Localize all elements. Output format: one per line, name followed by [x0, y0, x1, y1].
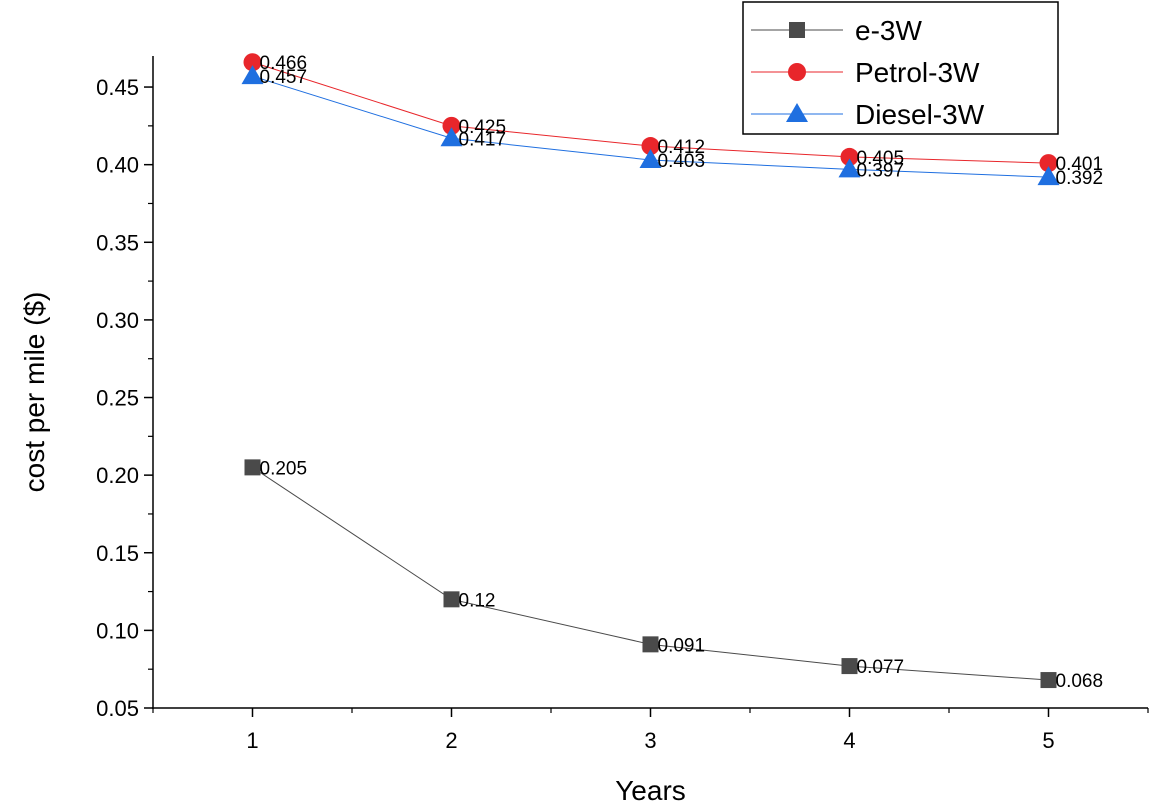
- data-label: 0.457: [260, 67, 308, 88]
- data-point: [443, 591, 460, 608]
- y-tick-label: 0.45: [96, 75, 139, 100]
- legend-label: e-3W: [855, 15, 922, 46]
- y-tick-label: 0.40: [96, 153, 139, 178]
- data-label: 0.068: [1056, 671, 1104, 692]
- legend-label: Diesel-3W: [855, 99, 985, 130]
- legend-marker: [788, 63, 806, 81]
- data-point: [442, 116, 461, 135]
- legend: e-3W Petrol-3W Diesel-3W: [742, 1, 1059, 135]
- data-label: 0.12: [459, 590, 496, 611]
- legend-marker: [789, 22, 805, 38]
- data-point: [244, 459, 261, 476]
- series-layer: [241, 53, 1060, 689]
- y-tick-label: 0.15: [96, 541, 139, 566]
- y-tick-label: 0.25: [96, 386, 139, 411]
- data-point: [639, 149, 662, 169]
- data-label: 0.425: [459, 117, 507, 138]
- data-point: [243, 53, 262, 72]
- data-label: 0.412: [658, 137, 706, 158]
- data-point: [1040, 672, 1057, 689]
- data-label: 0.417: [459, 129, 507, 150]
- y-tick-label: 0.05: [96, 696, 139, 721]
- y-axis-title: cost per mile ($): [19, 292, 50, 493]
- y-tick-label: 0.35: [96, 230, 139, 255]
- x-tick-label: 3: [644, 728, 656, 753]
- x-tick-label: 1: [246, 728, 258, 753]
- data-point: [241, 65, 264, 85]
- data-label: 0.401: [1056, 154, 1104, 175]
- data-label: 0.091: [658, 635, 706, 656]
- data-point: [1039, 154, 1058, 173]
- data-label: 0.077: [857, 657, 905, 678]
- y-tick-label: 0.20: [96, 463, 139, 488]
- data-point: [642, 636, 659, 653]
- data-point: [838, 158, 861, 178]
- y-tick-label: 0.10: [96, 618, 139, 643]
- x-axis-title: Years: [615, 775, 686, 806]
- legend-label: Petrol-3W: [855, 57, 980, 88]
- data-point: [840, 147, 859, 166]
- data-label: 0.405: [857, 148, 905, 169]
- data-point: [440, 127, 463, 147]
- data-point: [841, 658, 858, 675]
- data-label: 0.466: [260, 53, 308, 74]
- legend-marker: [786, 103, 808, 122]
- data-label: 0.403: [658, 151, 706, 172]
- x-tick-label: 4: [843, 728, 855, 753]
- x-tick-label: 2: [445, 728, 457, 753]
- y-tick-label: 0.30: [96, 308, 139, 333]
- data-labels: 0.2050.120.0910.0770.0680.4660.4250.4120…: [260, 53, 1104, 692]
- x-tick-label: 5: [1042, 728, 1054, 753]
- data-label: 0.205: [260, 458, 308, 479]
- data-label: 0.397: [857, 160, 905, 181]
- axes: 0.05 0.10 0.15 0.20 0.25 0.30 0.35 0.40 0.45 1 2 3 4…: [96, 56, 1149, 753]
- data-point: [641, 137, 660, 156]
- data-point: [1037, 166, 1060, 186]
- data-label: 0.392: [1056, 168, 1104, 189]
